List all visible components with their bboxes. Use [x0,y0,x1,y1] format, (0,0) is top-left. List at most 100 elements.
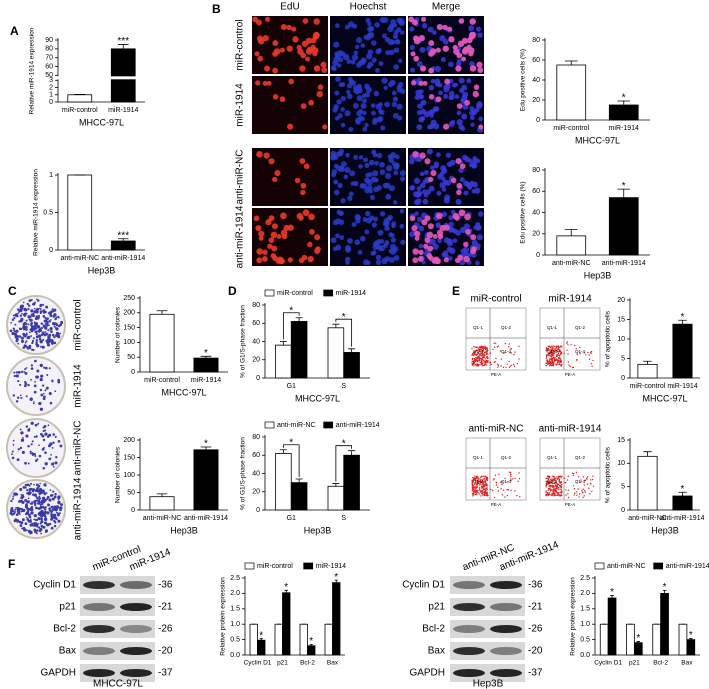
event [561,483,563,486]
event [472,360,475,362]
nucleus [442,24,448,31]
event [514,477,516,480]
event [553,495,556,497]
colony [59,444,63,448]
nucleus [416,198,422,204]
nucleus [432,106,438,112]
nucleus [435,47,441,53]
colony [40,507,43,510]
x-tick-label: miR-control [62,107,98,114]
event [550,351,552,353]
colony [49,489,52,492]
colony [20,496,24,500]
event [592,485,595,488]
event [577,488,579,490]
colony [15,335,19,338]
colony [54,327,58,330]
event [567,475,570,477]
nucleus [432,243,439,250]
nucleus [270,253,277,259]
nucleus [371,119,378,125]
event [494,360,496,363]
event [510,352,512,354]
colony [42,525,46,529]
y-tick-label: 0.5 [43,209,53,216]
event [485,482,487,485]
nucleus [368,189,374,194]
colony [51,497,55,501]
quadrant-label: Q1-4 [501,479,512,484]
event [551,350,553,352]
event [508,343,511,345]
colony [49,522,52,526]
event [477,489,479,492]
nucleus [469,18,476,25]
nucleus [446,238,453,245]
nucleus [421,189,427,195]
event [491,489,494,492]
colony [37,334,42,338]
x-tick-label: anti-miR-NC [628,515,667,522]
nucleus [463,255,470,263]
x-tick-label: G1 [287,515,296,522]
event [475,492,478,495]
nucleus [382,182,388,189]
nucleus [360,43,366,48]
colony [44,462,48,466]
event [482,483,484,485]
nucleus [444,194,451,201]
colony [29,482,33,485]
nucleus [316,90,324,98]
quadrant-label: Q1-4 [501,349,512,354]
bar [324,623,333,656]
error-bar [643,360,652,365]
nucleus [452,212,459,220]
nucleus [448,78,454,84]
nucleus [476,101,483,108]
colony [38,529,41,533]
nucleus [409,26,415,32]
event [475,487,478,489]
colony [51,447,54,449]
plot-title: anti-miR-1914 [539,424,602,435]
event [560,477,562,479]
colony [47,329,50,332]
event [559,362,561,364]
event [545,362,547,365]
event [486,355,488,358]
nucleus [256,257,263,264]
colony [41,502,44,506]
x-axis-label: Hep3B [584,270,612,280]
nucleus [358,164,363,169]
nucleus [384,240,390,246]
error-bar [332,323,340,328]
event [478,356,480,359]
nucleus [461,94,468,102]
colony [29,452,32,455]
cell-line: Hep3B [473,679,504,689]
size-label: -36 [528,580,543,591]
nucleus [320,61,327,68]
colony [57,378,61,382]
event [518,477,521,480]
event [484,484,486,487]
colony [49,401,53,405]
significance: * [681,312,685,323]
nucleus [355,117,362,124]
colony [52,433,56,436]
colony [37,507,41,510]
nucleus [450,119,456,125]
event [475,481,477,483]
event [503,352,505,354]
event [484,489,487,492]
row-label: miR-control [235,19,246,70]
y-tick-label: 3 [49,77,53,84]
y-axis-label: Relative protein expression [570,577,577,656]
event [567,496,570,499]
colony [35,499,38,502]
nucleus [367,172,373,177]
event [472,485,474,487]
colony [36,496,39,500]
axis-label: PE-A [491,502,502,507]
event [552,354,555,356]
